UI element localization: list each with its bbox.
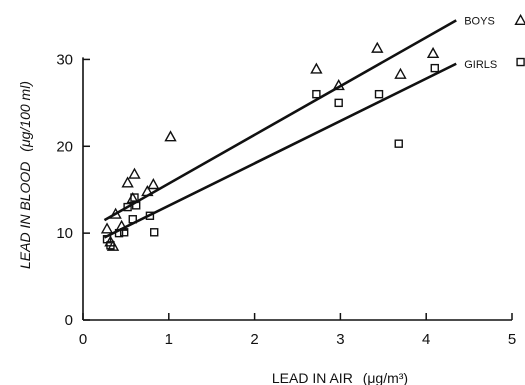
x-tick-label: 4 [422, 331, 430, 348]
data-point-girls [394, 139, 403, 148]
data-point-girls [106, 241, 115, 250]
y-axis-title-unit: (μg/100 ml) [17, 81, 33, 152]
data-point-girls [150, 228, 159, 237]
data-point-girls [128, 215, 137, 224]
series-label-boys: BOYS [464, 15, 495, 27]
data-point-girls [123, 202, 132, 212]
fit-line-boys [103, 19, 457, 222]
data-point-girls [114, 228, 124, 238]
fit-line-girls [103, 62, 457, 239]
data-point-boys [141, 185, 154, 197]
x-tick-label: 1 [165, 331, 173, 348]
y-tick-label: 30 [56, 51, 73, 68]
x-axis: 0 1 2 3 4 5 [79, 313, 516, 348]
data-point-boys [106, 239, 120, 251]
data-point-girls [312, 89, 321, 99]
data-point-boys [394, 67, 407, 79]
data-point-boys [109, 207, 122, 219]
x-axis-title-main: LEAD IN AIR [272, 370, 353, 385]
y-axis-title-main: LEAD IN BLOOD [17, 162, 33, 269]
x-tick-label: 2 [250, 331, 258, 348]
data-point-boys [371, 41, 384, 53]
y-tick-label: 10 [56, 225, 73, 242]
x-axis-title-unit: (μg/m³) [363, 370, 408, 385]
x-tick-label: 3 [336, 331, 344, 348]
data-point-girls [119, 228, 129, 237]
data-point-girls [145, 211, 155, 220]
data-point-boys [100, 222, 114, 234]
data-point-girls [334, 98, 343, 108]
y-axis-title: LEAD IN BLOOD (μg/100 ml) [17, 81, 33, 269]
x-tick-label: 5 [508, 331, 516, 348]
data-point-boys [426, 46, 440, 59]
series-label-girls: GIRLS [464, 59, 497, 71]
data-point-girls [131, 201, 141, 210]
y-tick-label: 20 [56, 138, 73, 155]
y-axis: 0 10 20 30 [56, 51, 90, 329]
x-tick-label: 0 [79, 331, 87, 348]
x-axis-title: LEAD IN AIR (μg/m³) [272, 370, 408, 385]
data-point-boys [147, 178, 160, 190]
data-point-boys [121, 176, 134, 188]
data-point-boys [164, 130, 177, 142]
data-point-boys [332, 79, 345, 91]
data-point-girls [430, 63, 439, 73]
data-point-girls [130, 193, 139, 202]
data-point-boys [128, 167, 141, 179]
y-tick-label: 0 [65, 312, 73, 329]
data-point-girls [374, 89, 384, 99]
data-point-boys [514, 13, 525, 26]
data-point-girls [516, 57, 525, 67]
data-point-boys [310, 62, 323, 74]
